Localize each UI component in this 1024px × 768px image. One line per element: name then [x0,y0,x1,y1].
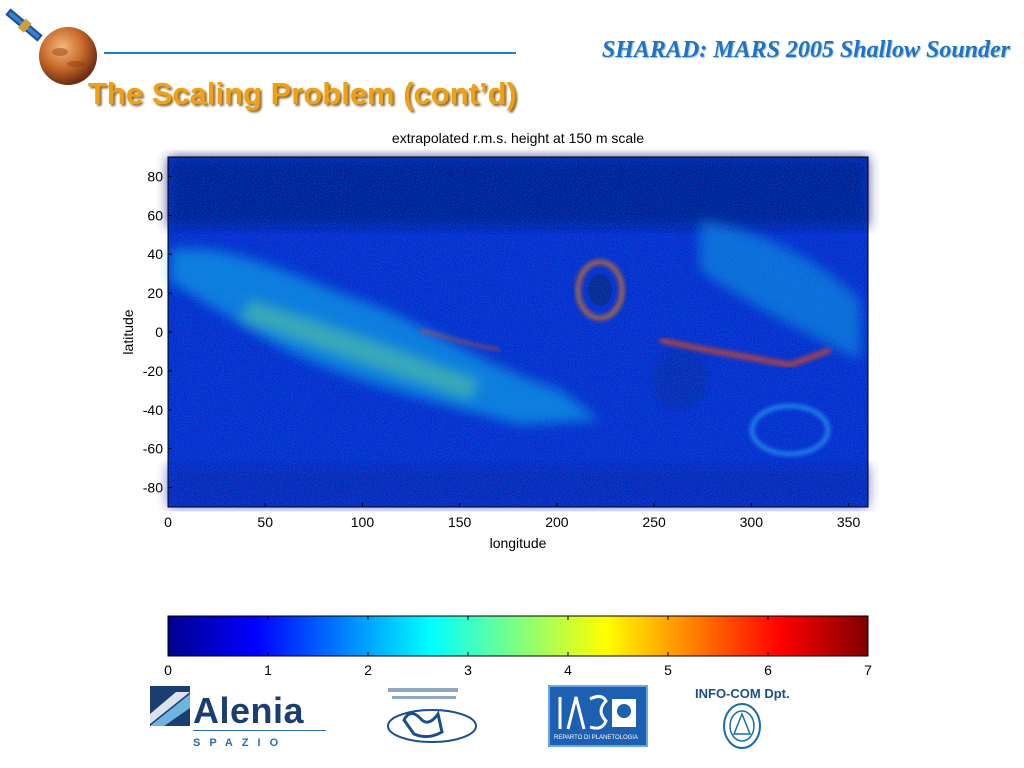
satellite-icon [5,8,43,42]
colorbar-tick-label: 0 [164,662,172,678]
colorbar-tick-label: 7 [864,662,872,678]
x-axis-label: longitude [490,535,547,551]
alenia-logo-text: Alenia [193,690,305,731]
y-tick-label: 40 [147,246,163,262]
mars-planet-icon [39,27,97,85]
x-tick-label: 0 [164,514,172,530]
y-axis-ticks: 80 60 40 20 0 -20 -40 -60 -80 [143,168,172,496]
y-tick-label: -40 [143,402,163,418]
x-tick-label: 200 [545,514,569,530]
colorbar [167,615,869,657]
alenia-logo-rule [193,730,326,731]
x-axis-ticks: 0 50 100 150 200 250 300 350 [164,503,860,530]
header-rule [104,52,516,54]
ias-logo-mark [558,694,636,730]
x-tick-label: 300 [740,514,764,530]
chart-title: extrapolated r.m.s. height at 150 m scal… [391,130,645,146]
x-tick-label: 150 [448,514,472,530]
y-axis-label: latitude [120,309,136,354]
x-tick-label: 250 [642,514,666,530]
y-tick-label: 0 [155,324,163,340]
y-tick-label: 20 [147,285,163,301]
slide-title: The Scaling Problem (cont’d) [88,76,517,111]
alenia-logo-mark [150,686,190,726]
y-tick-label: -60 [143,441,163,457]
colorbar-tick-label: 5 [664,662,672,678]
colorbar-ticks: 0 1 2 3 4 5 6 7 [164,616,872,678]
colorbar-tick-label: 4 [564,662,572,678]
ias-logo-caption: REPARTO DI PLANETOLOGIA [554,735,638,741]
infocom-logo-seal [723,703,761,749]
infocom-logo-text: INFO-COM Dpt. [695,686,790,701]
x-tick-label: 350 [837,514,861,530]
y-tick-label: 60 [147,207,163,223]
x-tick-label: 100 [351,514,375,530]
y-tick-label: -20 [143,363,163,379]
x-tick-label: 50 [257,514,273,530]
colorbar-tick-label: 1 [264,662,272,678]
alenia-logo-subtitle: SPAZIO [193,737,288,749]
ias-logo: REPARTO DI PLANETOLOGIA [548,685,648,747]
colorbar-tick-label: 6 [764,662,772,678]
asi-logo [387,688,477,743]
header-title: SHARAD: MARS 2005 Shallow Sounder [601,37,1010,63]
y-tick-label: -80 [143,480,163,496]
y-tick-label: 80 [147,168,163,184]
colorbar-tick-label: 3 [464,662,472,678]
rms-height-chart: 0 50 100 150 200 250 300 350 806040200-20-40-60… [120,156,872,678]
colorbar-tick-label: 2 [364,662,372,678]
heatmap-field [168,157,868,507]
